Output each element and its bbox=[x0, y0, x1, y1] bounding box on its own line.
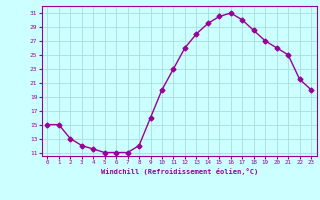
X-axis label: Windchill (Refroidissement éolien,°C): Windchill (Refroidissement éolien,°C) bbox=[100, 168, 258, 175]
